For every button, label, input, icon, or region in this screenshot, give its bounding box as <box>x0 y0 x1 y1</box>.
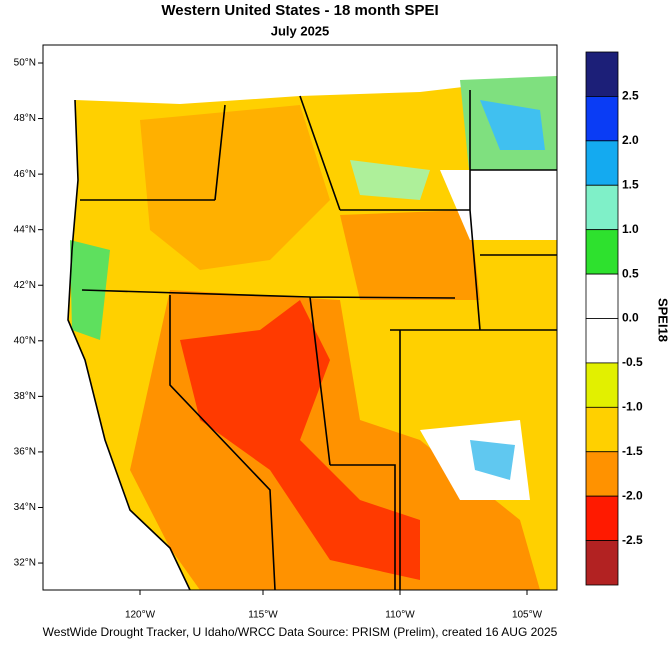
colorbar-swatch <box>585 406 619 453</box>
colorbar-swatch <box>585 318 619 364</box>
map <box>42 44 558 591</box>
colorbar-label: -1.0 <box>622 400 643 414</box>
lat-label: 38°N <box>14 391 36 402</box>
colorbar-label: 2.5 <box>622 89 639 103</box>
colorbar-swatch <box>585 51 619 97</box>
lat-label: 48°N <box>14 113 36 124</box>
lat-label: 36°N <box>14 447 36 458</box>
colorbar-label: 1.0 <box>622 222 639 236</box>
colorbar-label: 0.0 <box>622 311 639 325</box>
footer: WestWide Drought Tracker, U Idaho/WRCC D… <box>43 625 558 639</box>
subtitle: July 2025 <box>271 23 330 38</box>
colorbar-swatch <box>585 229 619 275</box>
wet-region <box>350 160 430 200</box>
dry-region <box>340 210 480 300</box>
map-frame <box>42 44 558 591</box>
colorbar-title: SPEI18 <box>656 298 670 342</box>
lon-label: 115°W <box>248 610 278 621</box>
lat-label: 34°N <box>14 502 36 513</box>
colorbar-swatch <box>585 540 619 586</box>
colorbar-swatch <box>585 96 619 142</box>
colorbar: 2.5 2.0 1.5 1.0 0.5 0.0 -0.5 -1.0 -1.5 -2.0 -2.5 <box>585 51 643 586</box>
colorbar-label: -0.5 <box>622 355 643 369</box>
colorbar-label: -2.5 <box>622 533 643 547</box>
colorbar-swatch <box>585 451 619 497</box>
lat-label: 42°N <box>14 280 36 291</box>
lon-axis: 120°W 115°W 110°W 105°W <box>125 590 543 621</box>
state-borders <box>67 90 557 591</box>
colorbar-swatch <box>585 184 619 231</box>
dry-region <box>140 105 330 270</box>
wet-region <box>480 100 545 150</box>
colorbar-swatch <box>585 140 619 186</box>
colorbar-label: 0.5 <box>622 266 639 280</box>
lat-label: 50°N <box>14 58 36 69</box>
colorbar-swatch <box>585 495 619 541</box>
colorbar-label: -2.0 <box>622 488 643 502</box>
lat-label: 44°N <box>14 224 36 235</box>
colorbar-swatch <box>585 273 619 319</box>
lat-label: 40°N <box>14 335 36 346</box>
lat-label: 32°N <box>14 558 36 569</box>
colorbar-label: 1.5 <box>622 177 639 191</box>
colorbar-label: -1.5 <box>622 444 643 458</box>
lon-label: 120°W <box>125 610 156 621</box>
colorbar-swatch <box>585 362 619 408</box>
colorbar-label: 2.0 <box>622 133 639 147</box>
lon-label: 110°W <box>385 610 415 621</box>
lat-axis: 50°N 48°N 46°N 44°N 42°N 40°N 38°N 36°N 34°N 32°N <box>14 58 43 569</box>
title: Western United States - 18 month SPEI <box>161 2 438 19</box>
lon-label: 105°W <box>512 610 543 621</box>
severe-region <box>180 300 420 580</box>
wet-region <box>470 440 515 480</box>
lat-label: 46°N <box>14 169 36 180</box>
